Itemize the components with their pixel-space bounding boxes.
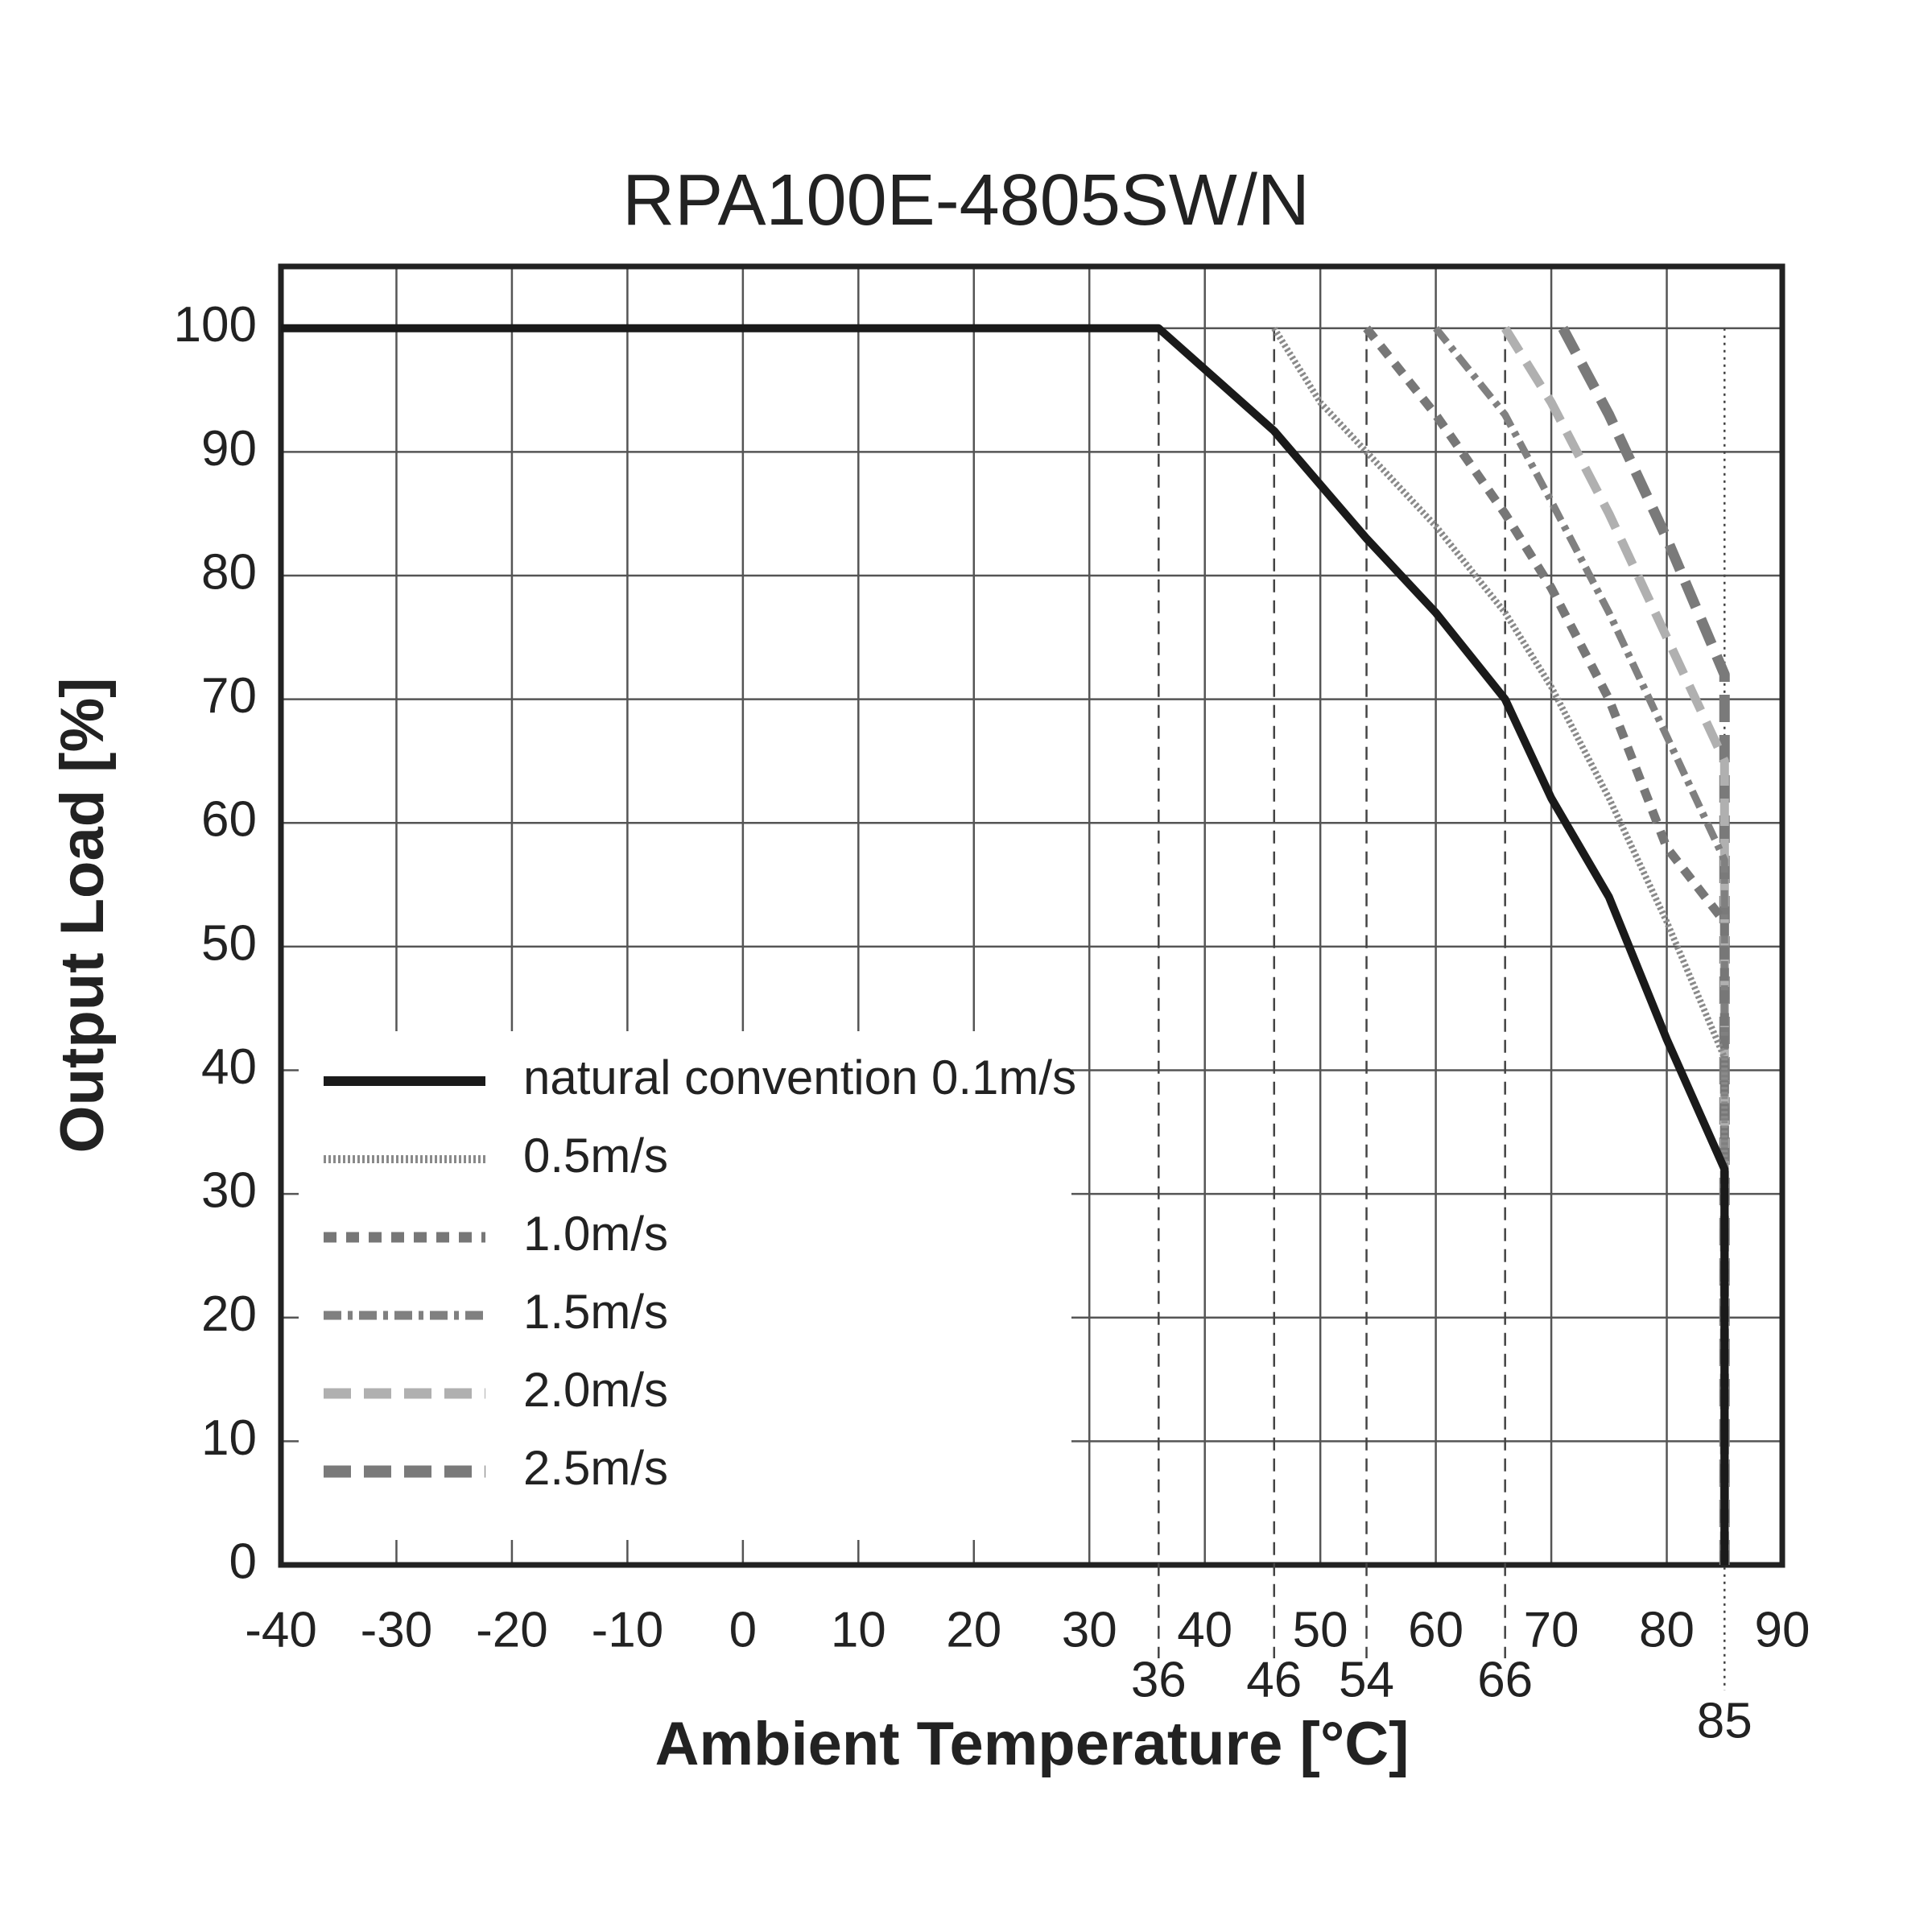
x-tick-label: 60 [1408,1602,1463,1657]
marker-label: 46 [1246,1652,1302,1707]
x-tick-label: 80 [1639,1602,1695,1657]
marker-label: 36 [1131,1652,1187,1707]
x-tick-label: 10 [831,1602,886,1657]
legend-box [299,1031,1071,1540]
data-line [281,324,1729,1565]
x-tick-label: 90 [1755,1602,1810,1657]
data-line [1558,325,1730,1565]
data-line [1363,325,1729,1565]
y-tick-label: 90 [201,421,257,477]
y-tick-label: 80 [201,544,257,600]
legend-label: 2.5m/s [523,1441,668,1495]
y-tick-label: 60 [201,792,257,848]
x-tick-label: -20 [476,1602,548,1657]
legend-label: 2.0m/s [523,1363,668,1417]
x-tick-label: 20 [946,1602,1001,1657]
x-tick-label: 70 [1524,1602,1579,1657]
data-line [1271,326,1728,1565]
y-axis-label: Output Load [%] [48,678,117,1154]
legend-label: 1.0m/s [523,1207,668,1261]
x-tick-label: -40 [245,1602,317,1657]
x-tick-label: 50 [1293,1602,1348,1657]
y-tick-label: 10 [201,1410,257,1466]
plot-frame [278,263,1785,1568]
x-tick-label: -30 [361,1602,433,1657]
y-tick-label: 50 [201,915,257,971]
y-tick-label: 40 [201,1039,257,1095]
legend-label: 0.5m/s [523,1129,668,1183]
y-tick-label: 100 [174,297,257,353]
x-tick-label: 0 [729,1602,757,1657]
data-line [1433,325,1728,1565]
y-tick-label: 20 [201,1286,257,1342]
chart-title: RPA100E-4805SW/N [622,160,1310,241]
marker-label: 66 [1477,1652,1533,1707]
legend-label: 1.5m/s [523,1285,668,1339]
marker-label: 85 [1697,1693,1752,1748]
legend-label: natural convention 0.1m/s [523,1051,1076,1104]
x-tick-label: 30 [1062,1602,1117,1657]
marker-label: 54 [1339,1652,1394,1707]
x-tick-label: -10 [592,1602,664,1657]
y-tick-label: 30 [201,1163,257,1219]
x-axis-label: Ambient Temperature [°C] [655,1710,1410,1778]
y-tick-label: 70 [201,668,257,724]
x-tick-label: 40 [1177,1602,1232,1657]
y-tick-label: 0 [229,1534,257,1589]
